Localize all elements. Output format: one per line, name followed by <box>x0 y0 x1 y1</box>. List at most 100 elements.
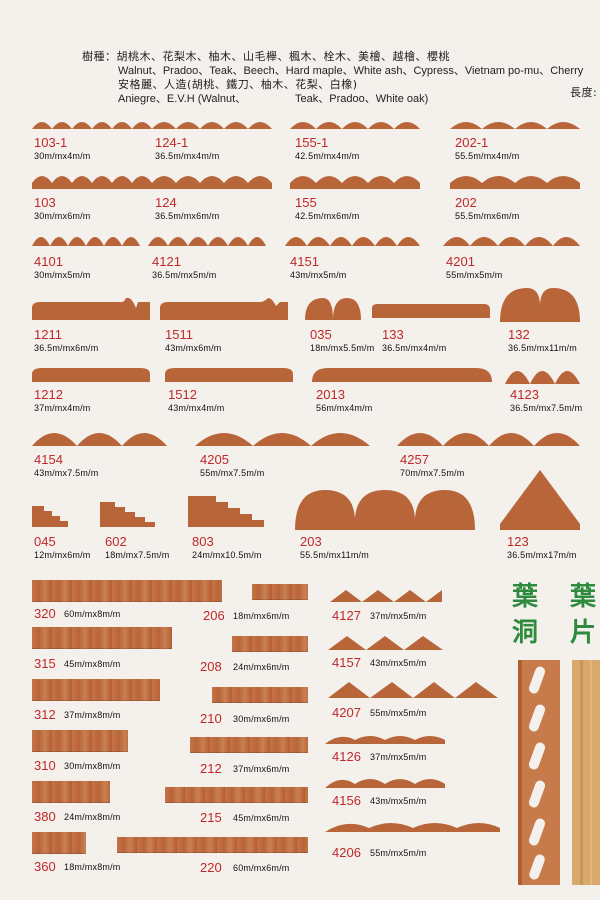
bar-310 <box>32 730 128 752</box>
profile-202-1 <box>450 122 580 129</box>
dim-132: 36.5m/mx11m/m <box>508 343 577 353</box>
profile-4157 <box>328 636 443 650</box>
profile-035 <box>305 298 361 320</box>
bar-360 <box>32 832 86 854</box>
code-4127: 4127 <box>332 608 361 623</box>
dim-123: 36.5m/mx17m/m <box>507 550 577 560</box>
code-132: 132 <box>508 327 530 342</box>
dim-380: 24m/mx8m/m <box>64 812 121 822</box>
dim-2013: 56m/mx4m/m <box>316 403 373 413</box>
dim-803: 24m/mx10.5m/m <box>192 550 262 560</box>
code-4201: 4201 <box>446 254 475 269</box>
louver-stile-image <box>518 660 560 885</box>
code-4101: 4101 <box>34 254 63 269</box>
dim-215: 45m/mx6m/m <box>233 813 290 823</box>
dim-210: 30m/mx6m/m <box>233 714 290 724</box>
profile-202 <box>450 176 580 189</box>
profile-045 <box>32 506 68 527</box>
dim-310: 30m/mx8m/m <box>64 761 121 771</box>
code-4126: 4126 <box>332 749 361 764</box>
code-315: 315 <box>34 656 56 671</box>
code-4257: 4257 <box>400 452 429 467</box>
profile-4101 <box>32 237 140 246</box>
dim-4151: 43m/mx5m/m <box>290 270 347 280</box>
dim-103-1: 30m/mx4m/m <box>34 151 91 161</box>
bar-380 <box>32 781 110 803</box>
code-155-1: 155-1 <box>295 135 329 150</box>
code-2013: 2013 <box>316 387 345 402</box>
dim-320: 60m/mx8m/m <box>64 609 121 619</box>
dim-602: 18m/mx7.5m/m <box>105 550 170 560</box>
dim-4154: 43m/mx7.5m/m <box>34 468 99 478</box>
profile-203 <box>295 490 475 530</box>
dim-4157: 43m/mx5m/m <box>370 658 427 668</box>
bar-210 <box>212 687 308 703</box>
profile-103 <box>32 176 152 189</box>
code-045: 045 <box>34 534 56 549</box>
dim-203: 55.5m/mx11m/m <box>300 550 369 560</box>
code-210: 210 <box>200 711 222 726</box>
code-4151: 4151 <box>290 254 319 269</box>
code-1212: 1212 <box>34 387 63 402</box>
code-1511: 1511 <box>165 327 193 342</box>
dim-4206: 55m/mx5m/m <box>370 848 427 858</box>
blade-title-char-1: 葉 <box>570 582 597 612</box>
code-206: 206 <box>203 608 225 623</box>
profile-155-1 <box>290 122 420 129</box>
blade-title-char-2: 片 <box>570 618 597 648</box>
code-4207: 4207 <box>332 705 361 720</box>
code-123: 123 <box>507 534 529 549</box>
dim-155: 42.5m/mx6m/m <box>295 211 360 221</box>
dim-124: 36.5m/mx6m/m <box>155 211 220 221</box>
dim-1211: 36.5m/mx6m/m <box>34 343 99 353</box>
dim-124-1: 36.5m/mx4m/m <box>155 151 220 161</box>
bar-315 <box>32 627 172 649</box>
dim-212: 37m/mx6m/m <box>233 764 290 774</box>
profile-4154 <box>32 433 167 446</box>
dim-4126: 37m/mx5m/m <box>370 752 427 762</box>
dim-4201: 55m/mx5m/m <box>446 270 503 280</box>
louver-blade-image <box>572 660 600 885</box>
dim-133: 36.5m/mx4m/m <box>382 343 447 353</box>
species-header-cn-2: 安格麗、人造(胡桃、鐵刀、柚木、花梨、白橡) <box>118 78 358 91</box>
code-203: 203 <box>300 534 322 549</box>
code-360: 360 <box>34 859 56 874</box>
bar-206 <box>252 584 308 600</box>
dim-103: 30m/mx6m/m <box>34 211 91 221</box>
profile-4205 <box>195 433 370 446</box>
dim-208: 24m/mx6m/m <box>233 662 290 672</box>
profile-1512 <box>165 368 293 382</box>
profile-4127 <box>330 590 442 602</box>
profile-803 <box>188 496 264 527</box>
code-310: 310 <box>34 758 56 773</box>
code-124-1: 124-1 <box>155 135 189 150</box>
profile-103-1 <box>32 122 152 129</box>
dim-4205: 55m/mx7.5m/m <box>200 468 265 478</box>
species-header-en-2: Aniegre、E.V.H (Walnut、 <box>118 93 247 105</box>
profile-4126 <box>325 736 445 744</box>
profile-2013 <box>312 368 492 382</box>
dim-035: 18m/mx5.5m/m <box>310 343 375 353</box>
code-220: 220 <box>200 860 222 875</box>
dim-202: 55.5m/mx6m/m <box>455 211 520 221</box>
code-212: 212 <box>200 761 222 776</box>
code-4206: 4206 <box>332 845 361 860</box>
code-1211: 1211 <box>34 327 62 342</box>
profile-1511 <box>160 298 288 320</box>
profile-155 <box>290 176 420 189</box>
profile-4156 <box>325 779 445 788</box>
dim-1212: 37m/mx4m/m <box>34 403 91 413</box>
dim-1511: 43m/mx6m/m <box>165 343 222 353</box>
length-label: 長度: <box>570 86 598 99</box>
dim-155-1: 42.5m/mx4m/m <box>295 151 360 161</box>
profile-124 <box>152 176 272 189</box>
code-133: 133 <box>382 327 404 342</box>
dim-360: 18m/mx8m/m <box>64 862 121 872</box>
bar-320 <box>32 580 222 602</box>
code-103: 103 <box>34 195 56 210</box>
dim-4257: 70m/mx7.5m/m <box>400 468 465 478</box>
dim-315: 45m/mx8m/m <box>64 659 121 669</box>
species-header-cn: 樹種：胡桃木、花梨木、柚木、山毛櫸、楓木、栓木、美檜、越檜、櫻桃 <box>82 50 450 63</box>
species-header-en-3: Teak、Pradoo、White oak) <box>295 93 429 105</box>
code-103-1: 103-1 <box>34 135 68 150</box>
